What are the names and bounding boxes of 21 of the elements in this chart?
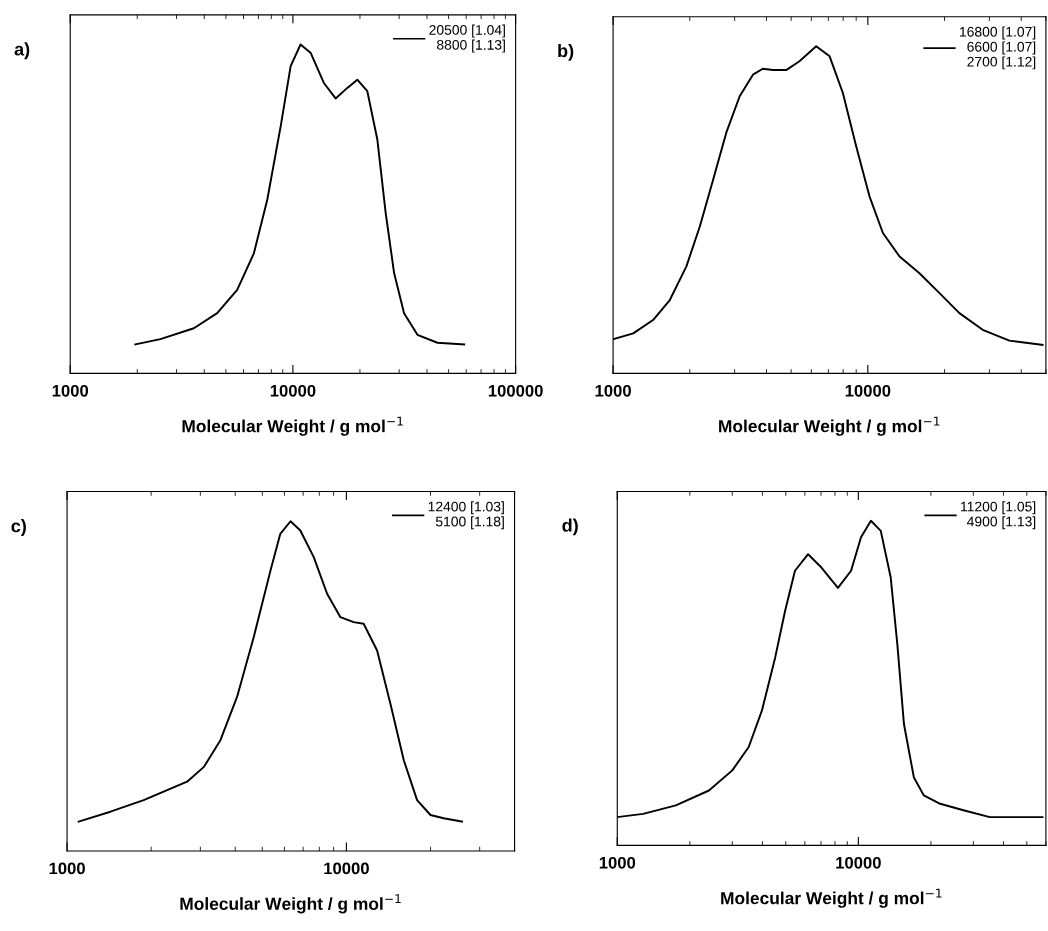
x-tick-label: 1000 xyxy=(595,384,631,397)
chart-title: c) xyxy=(11,519,26,536)
x-tick-label: 1000 xyxy=(52,384,89,397)
x-axis-title: Molecular Weight / g mol$^{−1}$ xyxy=(182,416,403,436)
x-tick-label: 10000 xyxy=(836,856,881,869)
x-axis-title: Molecular Weight / g mol$^{−1}$ xyxy=(721,888,942,908)
legend-label: 16800 [1.07] 6600 [1.07] 2700 [1.12] xyxy=(960,26,1036,70)
x-axis-title: Molecular Weight / g mol$^{−1}$ xyxy=(719,416,940,436)
x-axis-title: Molecular Weight / g mol$^{−1}$ xyxy=(180,894,401,914)
legend-label: 12400 [1.03] 5100 [1.18] xyxy=(428,501,504,530)
chart-title: a) xyxy=(14,42,30,60)
x-tick-label: 10000 xyxy=(324,862,369,875)
x-tick-label: 10000 xyxy=(845,384,891,397)
chart-title: b) xyxy=(558,44,574,61)
legend-label: 11200 [1.05] 4900 [1.13] xyxy=(961,501,1036,530)
x-tick-label: 10000 xyxy=(270,384,316,397)
x-tick-label: 100000 xyxy=(488,384,543,397)
legend-label: 20500 [1.04] 8800 [1.13] xyxy=(429,24,505,53)
x-tick-label: 1000 xyxy=(49,862,85,875)
chart-title: d) xyxy=(562,518,578,536)
x-tick-label: 1000 xyxy=(599,856,636,869)
